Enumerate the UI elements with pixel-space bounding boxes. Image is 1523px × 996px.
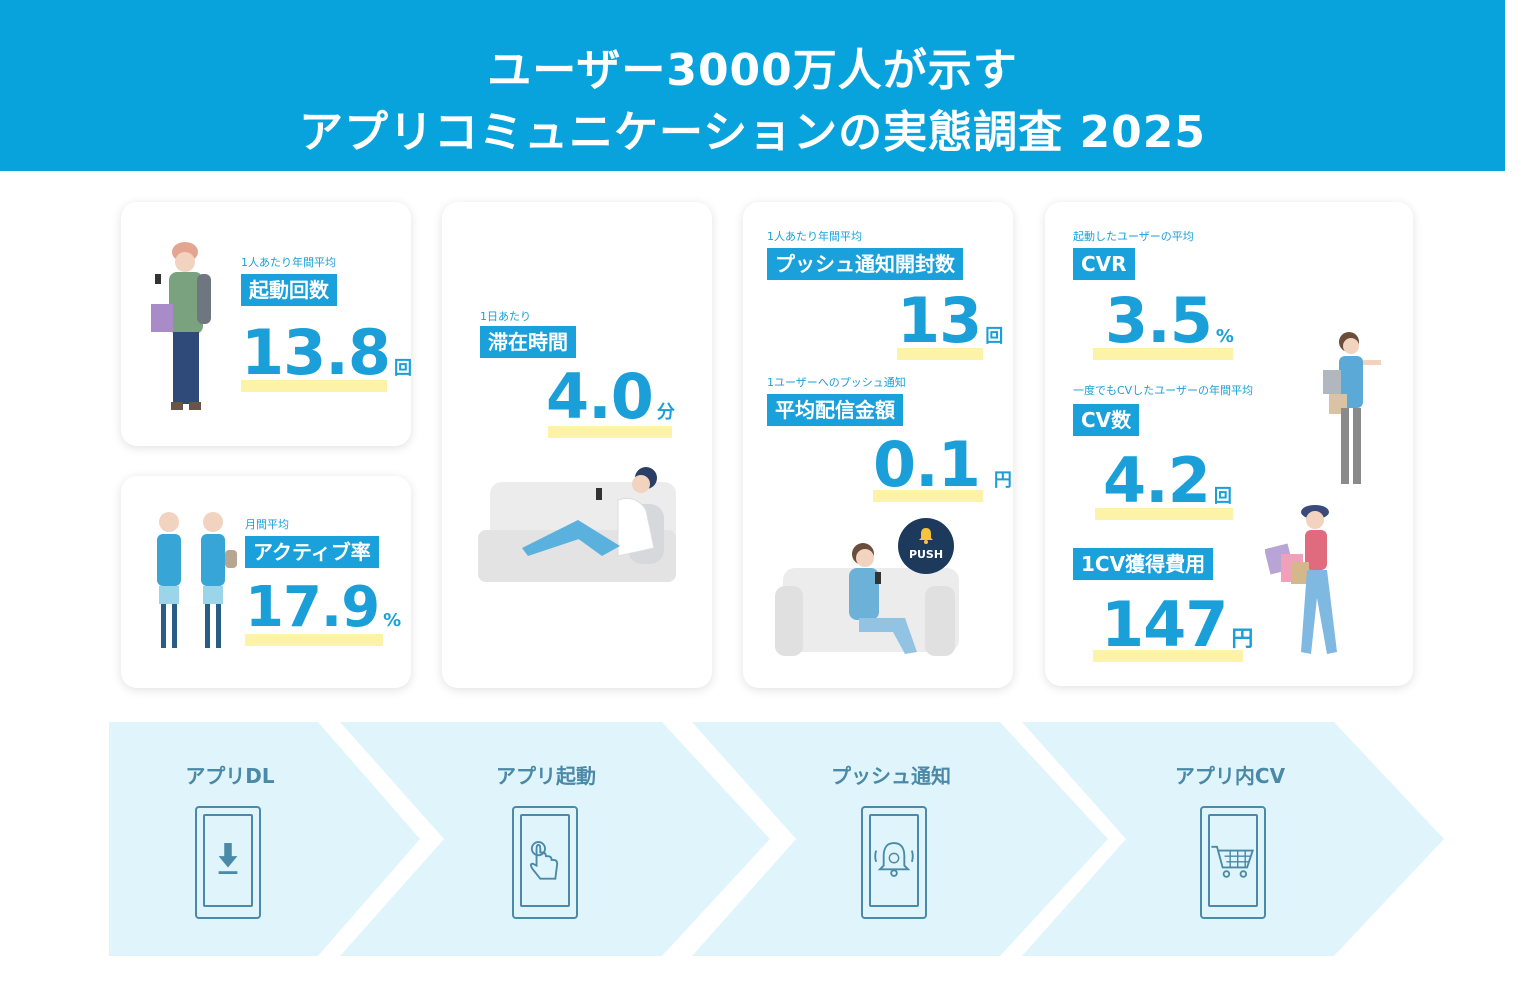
push-cost-tag: 平均配信金額 (767, 394, 903, 426)
flow-step-label-dl: アプリDL (185, 764, 275, 788)
bell-icon (874, 842, 914, 877)
push-cost-number: 0.1 (873, 428, 981, 501)
cv-count-caption: 一度でもCVしたユーザーの年間平均 (1073, 384, 1253, 397)
active-caption: 月間平均 (245, 518, 289, 531)
phone-push-screen (869, 814, 919, 907)
bell-icon (919, 528, 933, 544)
push-open-tag: プッシュ通知開封数 (767, 248, 963, 280)
push-open-number: 13 (897, 284, 982, 357)
launch-value: 13.8 回 (241, 322, 411, 384)
push-open-underline (897, 348, 983, 360)
active-rate-card: 月間平均 アクティブ率 17.9% (121, 476, 411, 688)
stay-underline (548, 426, 672, 438)
cv-cost-number: 147 (1101, 588, 1228, 661)
cvr-tag: CVR (1073, 248, 1135, 280)
cv-cost-underline (1093, 650, 1243, 662)
active-number: 17.9 (245, 575, 380, 640)
cart-icon (1211, 845, 1255, 878)
cv-count-underline (1095, 508, 1233, 520)
launch-count-card: 1人あたり年間平均 起動回数 13.8 回 (121, 202, 411, 446)
cv-count-tag: CV数 (1073, 404, 1140, 436)
cv-cost-tag: 1CV獲得費用 (1073, 548, 1214, 580)
active-tag: アクティブ率 (245, 536, 379, 568)
title-banner: ユーザー3000万人が示す アプリコミュニケーションの実態調査 2025 (0, 0, 1505, 171)
cvr-value: 3.5% (1105, 290, 1234, 352)
phone-dl (195, 806, 261, 919)
push-cost-unit: 円 (993, 470, 1012, 491)
cv-cost-unit: 円 (1231, 627, 1254, 652)
shopper-man-illustration (1323, 332, 1381, 484)
man-with-phone-illustration (151, 242, 211, 410)
download-icon (218, 843, 238, 875)
phone-launch (512, 806, 578, 919)
push-open-caption: 1人あたり年間平均 (767, 230, 862, 243)
push-open-value: 13 回 (897, 290, 1003, 352)
cvr-number: 3.5 (1105, 284, 1213, 357)
flow-step-label-cv: アプリ内CV (1174, 764, 1286, 788)
phone-push (861, 806, 927, 919)
cv-count-value: 4.2 回 (1103, 450, 1232, 512)
cv-cost-value: 147 円 (1101, 594, 1253, 656)
cv-count-unit: 回 (1213, 486, 1232, 507)
active-underline (245, 634, 383, 646)
stay-caption: 1日あたり (480, 310, 531, 323)
students-illustration (157, 512, 237, 648)
active-value: 17.9% (245, 580, 401, 636)
push-cost-underline (873, 490, 983, 502)
title-line-2: アプリコミュニケーションの実態調査 2025 (299, 107, 1206, 158)
tap-hand-icon (529, 841, 559, 880)
phone-dl-screen (203, 814, 253, 907)
push-cost-caption: 1ユーザーへのプッシュ通知 (767, 376, 906, 389)
cv-card: 起動したユーザーの平均 CVR 3.5% 一度でもCVしたユーザーの年間平均 C… (1045, 202, 1413, 686)
launch-tag: 起動回数 (241, 274, 337, 306)
cv-count-number: 4.2 (1103, 444, 1211, 517)
cvr-unit: % (1215, 326, 1234, 347)
push-badge: PUSH (898, 518, 954, 574)
phone-cv (1200, 806, 1266, 919)
push-badge-label: PUSH (908, 548, 944, 561)
launch-unit: 回 (393, 358, 411, 379)
cvr-underline (1093, 348, 1233, 360)
launch-caption: 1人あたり年間平均 (241, 256, 336, 269)
shopper-woman-illustration (1265, 505, 1337, 654)
push-cost-value: 0.1 円 (873, 434, 1012, 496)
push-card: 1人あたり年間平均 プッシュ通知開封数 13 回 1ユーザーへのプッシュ通知 平均… (743, 202, 1013, 688)
push-open-unit: 回 (985, 326, 1004, 347)
phone-cv-screen (1208, 814, 1258, 907)
launch-underline (241, 380, 387, 392)
stay-tag: 滞在時間 (480, 326, 576, 358)
stay-unit: 分 (656, 402, 675, 423)
title-line-1: ユーザー3000万人が示す (487, 45, 1018, 96)
stay-value: 4.0 分 (546, 366, 675, 428)
flow-step-label-launch: アプリ起動 (496, 764, 596, 788)
stay-time-card: 1日あたり 滞在時間 4.0 分 (442, 202, 712, 688)
flow-step-label-push: プッシュ通知 (831, 764, 951, 788)
cvr-caption: 起動したユーザーの平均 (1073, 230, 1194, 243)
active-unit: % (383, 610, 402, 631)
stay-number: 4.0 (546, 360, 654, 433)
person-on-sofa-illustration (478, 467, 676, 582)
phone-launch-screen (520, 814, 570, 907)
launch-number: 13.8 (241, 316, 391, 389)
woman-on-sofa-illustration (775, 543, 959, 656)
